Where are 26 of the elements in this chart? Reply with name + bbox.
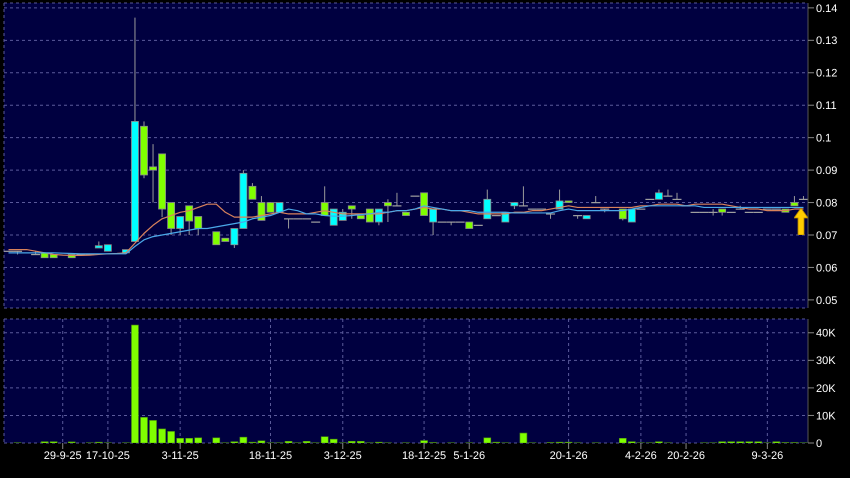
y-tick-label: 0.13: [816, 35, 838, 48]
x-tick-label: 18-12-25: [402, 450, 446, 462]
x-tick-label: 5-1-26: [453, 450, 486, 462]
y-tick-label: 0.09: [816, 165, 838, 178]
y-tick-label: 0.05: [816, 294, 838, 307]
x-tick-label: 3-12-25: [324, 450, 362, 462]
y-tick-label: 0.14: [816, 2, 838, 15]
x-tick-label: 3-11-25: [162, 450, 199, 462]
y-tick-label: 40K: [816, 328, 836, 340]
y-tick-label: 0.08: [816, 197, 838, 210]
x-tick-label: 18-11-25: [248, 450, 292, 462]
y-tick-label: 0.1: [816, 132, 832, 145]
x-tick-label: 17-10-25: [86, 450, 130, 462]
y-tick-label: 0.06: [816, 262, 838, 274]
y-tick-label: 10K: [816, 410, 836, 422]
x-tick-label: 9-3-26: [751, 450, 784, 462]
x-tick-label: 4-2-26: [624, 450, 657, 462]
x-tick-label: 20-1-26: [550, 450, 588, 462]
y-tick-label: 0: [816, 438, 822, 450]
x-tick-label: 29-9-25: [44, 450, 82, 462]
y-tick-label: 0.12: [816, 68, 838, 80]
y-tick-label: 20K: [816, 382, 836, 395]
y-tick-label: 0.07: [816, 230, 838, 242]
y-tick-label: 0.11: [816, 100, 837, 112]
x-tick-label: 20-2-26: [667, 450, 706, 462]
y-tick-label: 30K: [816, 355, 836, 368]
